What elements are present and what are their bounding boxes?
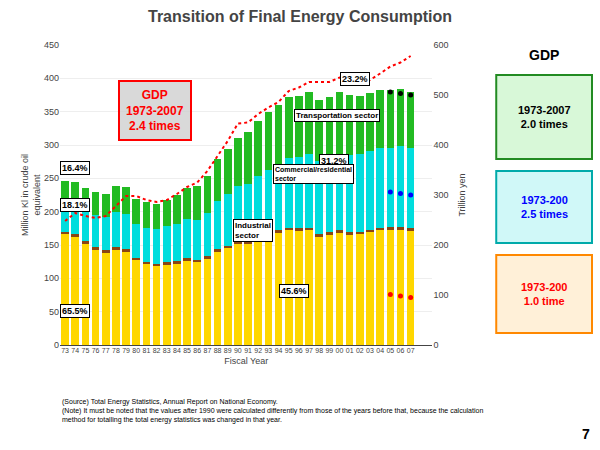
svg-text:Transportation sector: Transportation sector bbox=[296, 111, 378, 120]
svg-text:65.5%: 65.5% bbox=[62, 306, 88, 316]
svg-text:GDP1973-20072.4 times: GDP1973-20072.4 times bbox=[126, 88, 184, 133]
svg-text:95: 95 bbox=[285, 347, 293, 354]
svg-text:7: 7 bbox=[582, 426, 590, 442]
svg-text:82: 82 bbox=[153, 347, 161, 354]
svg-text:300: 300 bbox=[44, 140, 59, 150]
svg-text:04: 04 bbox=[376, 347, 384, 354]
svg-text:90: 90 bbox=[234, 347, 242, 354]
svg-text:0: 0 bbox=[433, 340, 438, 350]
svg-text:76: 76 bbox=[92, 347, 100, 354]
svg-text:23.2%: 23.2% bbox=[342, 74, 368, 84]
svg-text:93: 93 bbox=[264, 347, 272, 354]
svg-text:45.6%: 45.6% bbox=[281, 286, 307, 296]
svg-text:Transition of Final Energy Con: Transition of Final Energy Consumption bbox=[148, 8, 452, 25]
svg-text:78: 78 bbox=[112, 347, 120, 354]
svg-text:87: 87 bbox=[203, 347, 211, 354]
svg-text:GDP: GDP bbox=[529, 47, 559, 63]
svg-text:150: 150 bbox=[44, 240, 59, 250]
svg-text:100: 100 bbox=[44, 273, 59, 283]
svg-text:Commercial/residentialsector: Commercial/residentialsector bbox=[275, 166, 352, 182]
svg-text:1973-20072.0 times: 1973-20072.0 times bbox=[518, 104, 571, 130]
svg-text:00: 00 bbox=[336, 347, 344, 354]
svg-text:18.1%: 18.1% bbox=[62, 200, 88, 210]
svg-text:400: 400 bbox=[433, 140, 448, 150]
svg-text:500: 500 bbox=[433, 90, 448, 100]
svg-text:200: 200 bbox=[433, 240, 448, 250]
svg-text:75: 75 bbox=[82, 347, 90, 354]
svg-text:0: 0 bbox=[54, 340, 59, 350]
svg-text:94: 94 bbox=[275, 347, 283, 354]
svg-text:1973-2002.5 times: 1973-2002.5 times bbox=[521, 194, 568, 220]
svg-text:97: 97 bbox=[305, 347, 313, 354]
svg-text:74: 74 bbox=[71, 347, 79, 354]
svg-text:80: 80 bbox=[132, 347, 140, 354]
svg-text:88: 88 bbox=[214, 347, 222, 354]
svg-text:Fiscal Year: Fiscal Year bbox=[224, 356, 268, 366]
svg-text:79: 79 bbox=[122, 347, 130, 354]
svg-text:100: 100 bbox=[433, 290, 448, 300]
svg-text:450: 450 bbox=[44, 40, 59, 50]
svg-text:50: 50 bbox=[49, 307, 59, 317]
svg-text:250: 250 bbox=[44, 173, 59, 183]
svg-text:200: 200 bbox=[44, 207, 59, 217]
svg-text:81: 81 bbox=[142, 347, 150, 354]
svg-text:77: 77 bbox=[102, 347, 110, 354]
svg-text:84: 84 bbox=[173, 347, 181, 354]
svg-text:07: 07 bbox=[407, 347, 415, 354]
svg-text:73: 73 bbox=[61, 347, 69, 354]
svg-text:600: 600 bbox=[433, 40, 448, 50]
svg-text:300: 300 bbox=[433, 190, 448, 200]
svg-text:91: 91 bbox=[244, 347, 252, 354]
svg-text:02: 02 bbox=[356, 347, 364, 354]
svg-text:89: 89 bbox=[224, 347, 232, 354]
svg-text:96: 96 bbox=[295, 347, 303, 354]
svg-text:83: 83 bbox=[163, 347, 171, 354]
svg-text:99: 99 bbox=[325, 347, 333, 354]
svg-text:350: 350 bbox=[44, 107, 59, 117]
svg-text:86: 86 bbox=[193, 347, 201, 354]
svg-text:03: 03 bbox=[366, 347, 374, 354]
svg-text:1973-2001.0 time: 1973-2001.0 time bbox=[521, 281, 568, 307]
svg-text:92: 92 bbox=[254, 347, 262, 354]
svg-text:31.2%: 31.2% bbox=[321, 156, 347, 166]
svg-text:Industrialsector: Industrialsector bbox=[235, 221, 271, 240]
svg-text:400: 400 bbox=[44, 73, 59, 83]
svg-text:(Source) Total Energy Statisti: (Source) Total Energy Statistics, Annual… bbox=[62, 398, 483, 424]
svg-text:98: 98 bbox=[315, 347, 323, 354]
svg-text:05: 05 bbox=[386, 347, 394, 354]
svg-text:Trillion yen: Trillion yen bbox=[457, 173, 467, 216]
svg-text:85: 85 bbox=[183, 347, 191, 354]
svg-text:01: 01 bbox=[346, 347, 354, 354]
svg-text:06: 06 bbox=[397, 347, 405, 354]
svg-text:16.4%: 16.4% bbox=[62, 163, 88, 173]
svg-text:Million Kl in crude oilequival: Million Kl in crude oilequivalent bbox=[20, 154, 42, 236]
